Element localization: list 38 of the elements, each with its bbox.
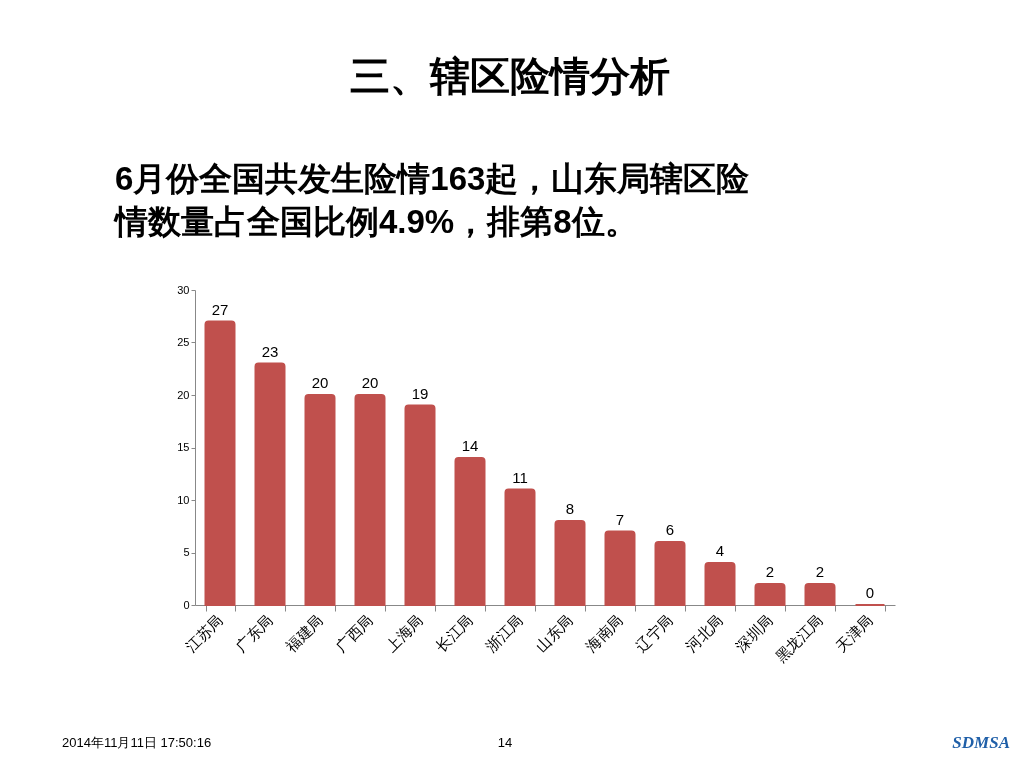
data-label: 20	[361, 374, 379, 391]
data-label: 8	[565, 500, 575, 517]
data-label: 14	[461, 437, 479, 454]
y-tick-label: 30	[177, 283, 190, 296]
x-tick-label: 海南局	[582, 611, 627, 655]
x-tick-label: 河北局	[682, 611, 727, 655]
text: 2014年11月11日 17:50:16	[62, 735, 212, 750]
text: SDMSA	[952, 733, 1010, 752]
x-tick-label: 浙江局	[482, 611, 527, 655]
x-tick-label: 辽宁局	[632, 611, 677, 655]
data-label: 2	[815, 563, 825, 580]
data-label: 7	[615, 510, 625, 528]
y-tick-label: 5	[183, 546, 190, 558]
y-tick-label: 25	[177, 336, 190, 348]
y-tick-label: 0	[183, 598, 190, 611]
chart-title: 三、辖区险情分析	[350, 54, 670, 98]
data-label: 2	[765, 563, 775, 580]
chart-subtitle: 6月份全国共发生险情163起，山东局辖区险情数量占全国比例4.9%，排第8位。	[113, 160, 751, 240]
x-tick-label: 江苏局	[182, 611, 227, 655]
data-label: 20	[311, 374, 329, 391]
x-tick-label: 天津局	[832, 611, 877, 655]
x-tick-label: 山东局	[532, 611, 577, 655]
data-label: 23	[261, 342, 279, 360]
x-tick-label: 上海局	[382, 611, 427, 655]
data-label: 27	[211, 300, 229, 318]
data-label: 4	[715, 542, 725, 559]
x-tick-label: 长江局	[432, 611, 477, 655]
x-tick-label: 广西局	[332, 611, 377, 655]
y-tick-label: 20	[177, 388, 190, 401]
data-label: 19	[411, 384, 429, 402]
y-tick-label: 15	[177, 441, 190, 453]
data-label: 6	[665, 521, 675, 538]
text: 14	[497, 735, 513, 750]
data-label: 11	[512, 468, 528, 486]
y-tick-label: 10	[177, 493, 190, 506]
data-label: 0	[865, 584, 875, 601]
x-tick-label: 福建局	[282, 611, 327, 655]
x-tick-label: 广东局	[232, 611, 277, 655]
